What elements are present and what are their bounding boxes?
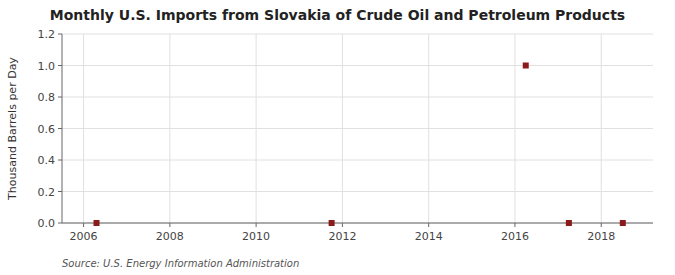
x-tick <box>169 223 170 227</box>
x-tick <box>83 223 84 227</box>
x-tick <box>342 223 343 227</box>
y-grid-line <box>62 223 653 224</box>
y-tick <box>58 65 62 66</box>
x-tick-label: 2006 <box>70 230 98 243</box>
x-grid-line <box>169 34 170 223</box>
x-grid-line <box>342 34 343 223</box>
point <box>94 220 100 226</box>
x-grid-line <box>256 34 257 223</box>
y-tick-label: 0.4 <box>38 154 56 167</box>
x-tick <box>601 223 602 227</box>
x-tick <box>256 223 257 227</box>
y-grid-line <box>62 65 653 66</box>
x-tick-label: 2018 <box>587 230 615 243</box>
y-grid-line <box>62 160 653 161</box>
y-tick <box>58 97 62 98</box>
point <box>523 63 529 69</box>
x-grid-line <box>601 34 602 223</box>
y-tick <box>58 223 62 224</box>
axes: 0.0 0.2 0.4 0.6 0.8 1.0 1.2 2006 2008 2010 2012 201… <box>38 28 654 243</box>
source-note: Source: U.S. Energy Information Administ… <box>62 258 299 269</box>
x-tick-label: 2012 <box>328 230 356 243</box>
chart-container: Monthly U.S. Imports from Slovakia of Cr… <box>0 0 675 275</box>
y-grid-line <box>62 34 653 35</box>
x-tick-label: 2016 <box>501 230 529 243</box>
y-axis-label: Thousand Barrels per Day <box>6 57 19 201</box>
point <box>329 220 335 226</box>
x-tick-label: 2008 <box>156 230 184 243</box>
y-tick <box>58 128 62 129</box>
y-tick <box>58 160 62 161</box>
y-tick <box>58 34 62 35</box>
chart-svg: Monthly U.S. Imports from Slovakia of Cr… <box>0 0 675 275</box>
y-tick <box>58 191 62 192</box>
y-grid-line <box>62 128 653 129</box>
y-grid-line <box>62 191 653 192</box>
x-tick <box>514 223 515 227</box>
y-tick-label: 0.6 <box>38 123 56 136</box>
title: Monthly U.S. Imports from Slovakia of Cr… <box>50 7 625 23</box>
points <box>94 63 626 227</box>
y-grid-line <box>62 97 653 98</box>
x-grid-line <box>83 34 84 223</box>
x-tick <box>428 223 429 227</box>
x-grid-line <box>514 34 515 223</box>
point <box>620 220 626 226</box>
y-tick-label: 0.2 <box>38 186 56 199</box>
y-axis-line <box>62 34 63 223</box>
y-tick-label: 0.8 <box>38 91 56 104</box>
x-grid-line <box>428 34 429 223</box>
y-tick-label: 1.0 <box>38 60 56 73</box>
y-tick-label: 0.0 <box>38 217 56 230</box>
point <box>566 220 572 226</box>
x-tick-label: 2014 <box>415 230 443 243</box>
grid <box>62 34 653 223</box>
y-tick-label: 1.2 <box>38 28 56 41</box>
x-axis-line <box>62 223 653 224</box>
x-tick-label: 2010 <box>242 230 270 243</box>
